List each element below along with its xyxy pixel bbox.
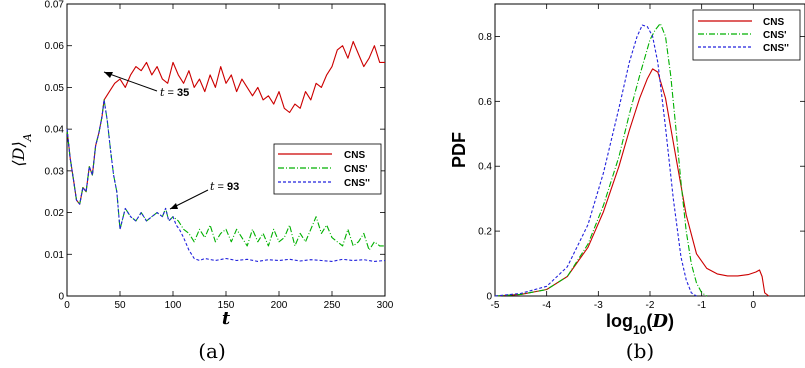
chart-a-ytick-label: 0.05 xyxy=(45,83,65,94)
chart-b-xtick-label: -3 xyxy=(594,300,603,311)
annotation-arrowhead-t35 xyxy=(104,72,113,78)
chart-b-xtick-label: 0 xyxy=(751,300,757,311)
chart-b-ytick-label: 0 xyxy=(486,292,492,303)
chart-a-xtick-label: 150 xyxy=(218,300,235,311)
chart-a-legend: CNS CNS' CNS'' xyxy=(273,143,382,195)
chart-a-xtick-label: 250 xyxy=(324,300,341,311)
chart-a-series-line-cnsp xyxy=(66,99,385,251)
chart-b-ytick-label: 0.2 xyxy=(478,227,492,238)
chart-b-series xyxy=(494,22,770,297)
chart-b-xtick-label: -1 xyxy=(697,300,706,311)
legend-a-label-cns-prime: CNS' xyxy=(344,164,368,175)
legend-b-label-cns-double-prime: CNS'' xyxy=(763,43,789,54)
chart-b-ticks: -5 -4 -3 -2 -1 0 0 0.2 0.4 0.6 0.8 xyxy=(478,4,805,311)
chart-a-xtick-label: 0 xyxy=(64,300,70,311)
annotation-arrow-t35 xyxy=(103,71,158,92)
chart-b-panel-label: (b) xyxy=(626,339,654,363)
chart-a-xtick-label: 50 xyxy=(114,300,126,311)
chart-b-ylabel: PDF xyxy=(449,132,469,168)
chart-a-series xyxy=(66,40,386,262)
chart-a-ytick-label: 0.04 xyxy=(45,125,65,136)
chart-a-ytick-label: 0.03 xyxy=(45,166,65,177)
chart-b-series-line-cns xyxy=(494,68,770,297)
chart-b-xtick-label: -4 xyxy=(542,300,551,311)
chart-b: -5 -4 -3 -2 -1 0 0 0.2 0.4 0.6 0.8 log10(D) PDF CN… xyxy=(449,3,805,363)
legend-b-label-cns-prime: CNS' xyxy=(763,30,787,41)
legend-a-label-cns: CNS xyxy=(344,150,365,161)
chart-b-xtick-label: -2 xyxy=(646,300,655,311)
chart-a-ytick-label: 0 xyxy=(58,292,64,303)
annotation-t35: t = 35 xyxy=(160,86,189,99)
chart-b-ytick-label: 0.8 xyxy=(478,32,492,43)
chart-a-ylabel: ⟨D⟩A xyxy=(9,133,34,166)
annotation-arrowhead-t93 xyxy=(170,203,178,209)
chart-b-ytick-label: 0.4 xyxy=(478,162,492,173)
chart-a-panel-label: (a) xyxy=(198,339,226,363)
legend-a-label-cns-double-prime: CNS'' xyxy=(344,178,370,189)
annotation-t93: t = 93 xyxy=(210,180,239,193)
chart-a-xtick-label: 200 xyxy=(271,300,288,311)
chart-a-xtick-label: 300 xyxy=(377,300,394,311)
chart-a: 0 50 100 150 200 250 300 0 0.01 0.02 0.03 0.04 0.05 0… xyxy=(9,0,394,363)
chart-b-xtick-label: -5 xyxy=(491,300,500,311)
chart-a-ytick-label: 0.06 xyxy=(45,41,65,52)
chart-a-ytick-label: 0.01 xyxy=(45,250,65,261)
chart-b-legend: CNS CNS' CNS'' xyxy=(692,9,801,61)
chart-b-series-line-cnsp xyxy=(494,22,708,297)
chart-b-ytick-label: 0.6 xyxy=(478,97,492,108)
chart-a-ytick-label: 0.02 xyxy=(45,208,65,219)
chart-b-legend-box xyxy=(692,9,801,61)
chart-a-legend-box xyxy=(273,143,382,195)
chart-a-xlabel: t xyxy=(222,308,231,329)
chart-a-ytick-label: 0.07 xyxy=(45,0,65,11)
chart-a-ticks: 0 50 100 150 200 250 300 0 0.01 0.02 0.03 0.04 0.05 0… xyxy=(45,0,394,311)
chart-b-xlabel: log10(D) xyxy=(606,311,674,337)
chart-b-series-line-cnspp xyxy=(494,24,697,297)
legend-b-label-cns: CNS xyxy=(763,17,784,28)
chart-a-xtick-label: 100 xyxy=(165,300,182,311)
chart-a-series-line-cnspp xyxy=(66,99,386,262)
